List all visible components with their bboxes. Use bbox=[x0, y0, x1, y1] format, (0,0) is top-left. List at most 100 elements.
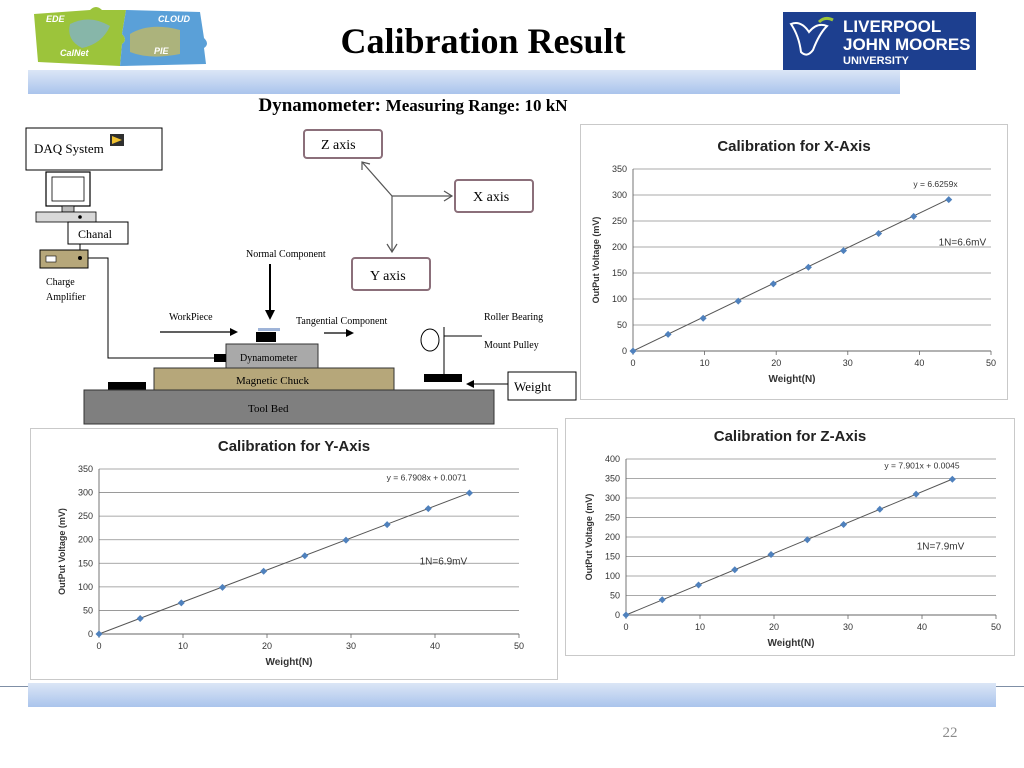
y-tick-label: 300 bbox=[78, 488, 93, 498]
trendline-equation: y = 6.6259x bbox=[913, 179, 958, 189]
y-tick-label: 50 bbox=[610, 591, 620, 601]
dynamometer-block bbox=[225, 343, 319, 371]
data-point bbox=[177, 599, 185, 607]
x-axis-title: Weight(N) bbox=[265, 657, 312, 668]
y-tick-label: 350 bbox=[605, 474, 620, 484]
chart-y-axis-svg: Calibration for Y-Axis050100150200250300… bbox=[57, 438, 524, 668]
data-point bbox=[840, 521, 848, 529]
y-tick-label: 400 bbox=[605, 454, 620, 464]
data-point bbox=[804, 263, 812, 271]
y-tick-label: 300 bbox=[612, 190, 627, 200]
puzzle-word: CalNet bbox=[60, 48, 90, 58]
sensitivity-annotation: 1N=7.9mV bbox=[917, 541, 965, 552]
data-point bbox=[945, 196, 953, 204]
x-tick-label: 40 bbox=[430, 641, 440, 651]
trendline bbox=[98, 492, 470, 635]
tool-bed-block bbox=[83, 389, 495, 425]
data-point bbox=[622, 611, 630, 619]
data-point bbox=[664, 330, 672, 338]
y-tick-label: 0 bbox=[622, 346, 627, 356]
y-tick-label: 100 bbox=[605, 571, 620, 581]
chart-title: Calibration for X-Axis bbox=[717, 138, 870, 155]
y-axis-title: OutPut Voltage (mV) bbox=[57, 508, 67, 595]
data-point bbox=[699, 314, 707, 322]
data-point bbox=[876, 505, 884, 513]
roller-bearing-label: Roller Bearing bbox=[484, 312, 543, 323]
y-tick-label: 200 bbox=[612, 242, 627, 252]
chanal-box bbox=[67, 221, 129, 245]
y-tick-label: 150 bbox=[605, 552, 620, 562]
x-tick-label: 0 bbox=[623, 622, 628, 632]
x-tick-label: 10 bbox=[695, 622, 705, 632]
data-point bbox=[912, 490, 920, 498]
mount-pulley-label: Mount Pulley bbox=[484, 340, 539, 351]
chart-title: Calibration for Z-Axis bbox=[714, 428, 867, 445]
puzzle-word: PIE bbox=[154, 46, 170, 56]
y-tick-label: 200 bbox=[605, 532, 620, 542]
x-tick-label: 30 bbox=[843, 622, 853, 632]
y-tick-label: 300 bbox=[605, 493, 620, 503]
data-point bbox=[658, 596, 666, 604]
data-point bbox=[695, 581, 703, 589]
x-axis-label: X axis bbox=[473, 190, 509, 205]
university-logo: LIVERPOOL JOHN MOORES UNIVERSITY bbox=[783, 12, 976, 70]
dynamometer-label: Dynamometer bbox=[240, 353, 298, 364]
tool-bed-label: Tool Bed bbox=[248, 403, 289, 415]
charge-amplifier-icon bbox=[39, 249, 89, 269]
y-tick-label: 100 bbox=[78, 582, 93, 592]
x-tick-label: 50 bbox=[986, 358, 996, 368]
signal-cable bbox=[88, 257, 218, 359]
x-axis-title: Weight(N) bbox=[768, 374, 815, 385]
data-point bbox=[301, 552, 309, 560]
data-point bbox=[342, 536, 350, 544]
y-axis-title: OutPut Voltage (mV) bbox=[591, 217, 601, 304]
sensitivity-annotation: 1N=6.6mV bbox=[939, 237, 987, 248]
slide-title: Calibration Result bbox=[340, 21, 626, 61]
slide-subtitle: Dynamometer: Measuring Range: 10 kN bbox=[0, 95, 826, 117]
z-axis-label: Z axis bbox=[321, 138, 356, 153]
normal-component-label: Normal Component bbox=[246, 249, 326, 260]
x-tick-label: 20 bbox=[262, 641, 272, 651]
workpiece-block bbox=[256, 332, 276, 342]
y-tick-label: 250 bbox=[605, 513, 620, 523]
daq-system-label: DAQ System bbox=[34, 141, 104, 156]
data-point bbox=[767, 551, 775, 559]
university-name-line1: LIVERPOOL bbox=[843, 17, 941, 36]
sensitivity-annotation: 1N=6.9mV bbox=[420, 557, 468, 568]
y-tick-label: 0 bbox=[615, 610, 620, 620]
trendline bbox=[625, 478, 953, 616]
x-tick-label: 20 bbox=[771, 358, 781, 368]
chanal-label: Chanal bbox=[78, 227, 113, 241]
charge-amplifier-label-2: Amplifier bbox=[46, 292, 86, 303]
x-tick-label: 50 bbox=[514, 641, 524, 651]
y-tick-label: 50 bbox=[83, 605, 93, 615]
weight-box bbox=[507, 371, 577, 401]
x-tick-label: 30 bbox=[346, 641, 356, 651]
y-tick-label: 0 bbox=[88, 629, 93, 639]
tangential-component-label: Tangential Component bbox=[296, 316, 387, 327]
data-point bbox=[769, 280, 777, 288]
puzzle-word: EDE bbox=[46, 14, 66, 24]
x-tick-label: 40 bbox=[917, 622, 927, 632]
magnetic-chuck-label: Magnetic Chuck bbox=[236, 375, 310, 387]
page-number: 22 bbox=[942, 725, 958, 741]
subtitle-rest: Measuring Range: 10 kN bbox=[385, 96, 568, 115]
puzzle-word: CLOUD bbox=[158, 14, 190, 24]
data-point bbox=[948, 475, 956, 483]
weight-label: Weight bbox=[514, 379, 552, 394]
university-name-line2: JOHN MOORES bbox=[843, 35, 971, 54]
y-axis-label: Y axis bbox=[370, 269, 406, 284]
workpiece-label: WorkPiece bbox=[169, 312, 213, 323]
footer-band bbox=[28, 683, 996, 707]
weight-block bbox=[424, 374, 462, 382]
x-tick-label: 0 bbox=[96, 641, 101, 651]
data-point bbox=[136, 614, 144, 622]
y-tick-label: 200 bbox=[78, 535, 93, 545]
liver-bird-icon bbox=[789, 22, 829, 56]
x-tick-label: 30 bbox=[843, 358, 853, 368]
pulley-icon bbox=[420, 328, 440, 352]
daq-system-box bbox=[25, 127, 163, 171]
computer-case-icon bbox=[35, 211, 97, 223]
x-tick-label: 0 bbox=[630, 358, 635, 368]
university-name-line3: UNIVERSITY bbox=[843, 55, 910, 67]
